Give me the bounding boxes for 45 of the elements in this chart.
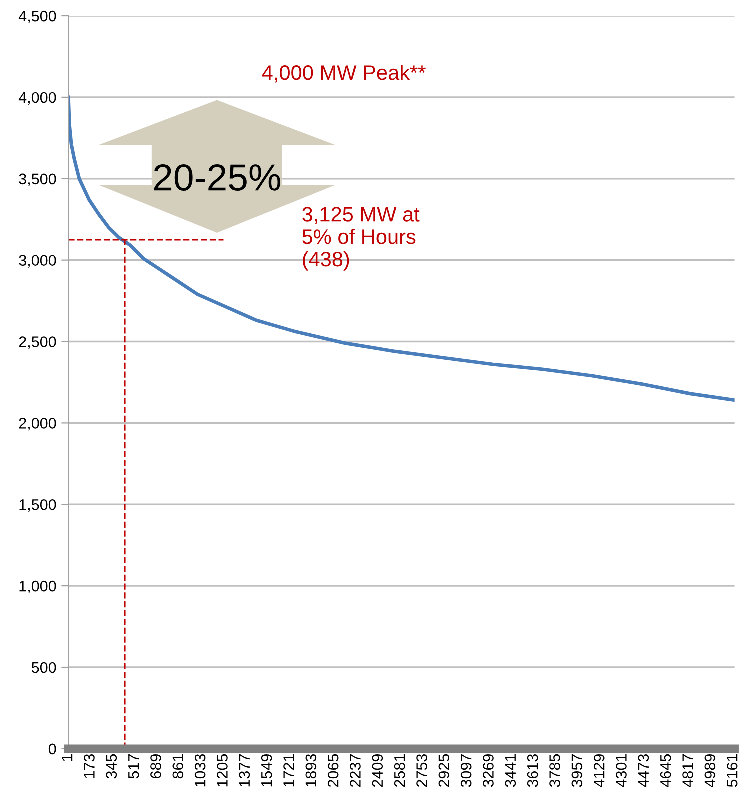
x-tick-label: 2581 (394, 754, 406, 788)
y-tick-label: 0 (48, 744, 56, 755)
x-tick-label: 1377 (239, 754, 250, 787)
x-tick-label: 2409 (372, 754, 384, 788)
y-tick-label: 4,000 (18, 92, 56, 105)
x-tick-label: 517 (128, 754, 140, 779)
y-tick-label: 1,000 (20, 580, 56, 594)
x-tick-label: 3441 (505, 754, 516, 788)
y-tick-label: 3,000 (19, 255, 56, 268)
x-tick-label: 345 (106, 754, 118, 779)
x-tick-label: 4817 (682, 754, 694, 788)
x-tick-label: 1721 (284, 754, 294, 787)
x-tick-label: 3097 (460, 754, 472, 788)
x-tick-label: 3957 (572, 754, 583, 788)
y-tick-label: 3,500 (19, 174, 56, 186)
x-tick-label: 1893 (306, 754, 317, 787)
x-tick-label: 2753 (416, 754, 428, 788)
y-tick-label: 1,500 (20, 500, 56, 512)
x-tick-label: 1549 (261, 754, 272, 787)
x-tick-label: 3785 (550, 754, 560, 788)
line-series (68, 96, 735, 402)
x-tick-label: 1205 (217, 754, 228, 787)
x-tick-label: 1 (62, 754, 73, 762)
x-tick-label: 1033 (194, 754, 206, 787)
x-tick-label: 4989 (704, 754, 716, 788)
x-tick-label: 2237 (350, 754, 361, 788)
y-tick-label: 4,500 (18, 10, 56, 24)
annotation: 4,000 MW Peak** (262, 64, 426, 83)
annotation: 3,125 MW at 5% of Hours (438) (302, 207, 420, 271)
x-tick-label: 4473 (638, 754, 650, 788)
x-tick-label: 861 (172, 754, 184, 779)
x-tick-label: 173 (84, 754, 95, 778)
y-tick-label: 500 (32, 662, 56, 674)
x-tick-label: 3613 (527, 754, 538, 788)
y-tick-label: 2,500 (19, 336, 56, 350)
x-tick-label: 5161 (726, 754, 738, 788)
x-tick-label: 2065 (328, 754, 339, 788)
x-tick-label: 3269 (483, 754, 494, 788)
x-tick-label: 4301 (616, 754, 627, 788)
y-tick-label: 2,000 (19, 418, 56, 431)
x-tick-label: 4645 (660, 754, 672, 788)
x-tick-label: 4129 (594, 754, 605, 788)
x-tick-label: 689 (150, 754, 162, 779)
x-tick-label: 2925 (438, 754, 450, 788)
annotation: 20-25% (154, 164, 280, 191)
